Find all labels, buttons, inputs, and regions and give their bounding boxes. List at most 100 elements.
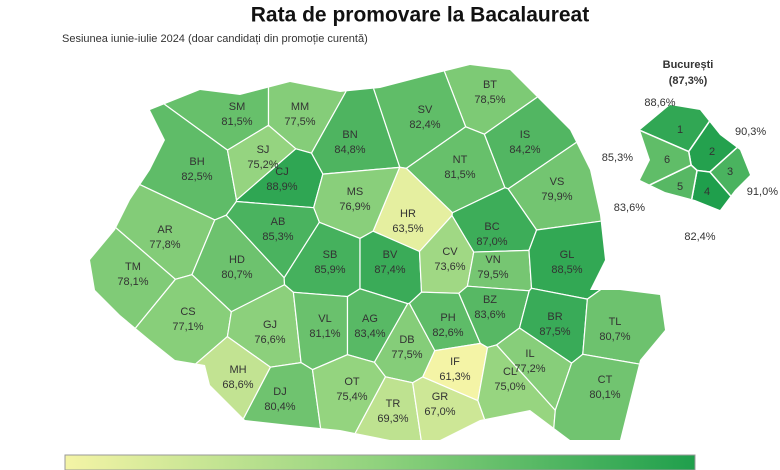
county-rate: 75,2% [247,159,278,171]
county-code: VN [485,254,500,266]
county-code: OT [344,376,360,388]
sector-number: 3 [727,166,733,178]
county-code: IS [520,129,530,141]
county-rate: 77,5% [284,116,315,128]
county-rate: 67,0% [424,406,455,418]
county-code: PH [440,312,455,324]
county-code: MM [291,101,309,113]
sector-number: 6 [664,154,670,166]
county [582,178,665,390]
county-code: SB [323,249,338,261]
bucharest-name: București [663,59,714,71]
county-code: IF [450,356,460,368]
county-code: DJ [273,386,286,398]
county-rate: 88,5% [551,264,582,276]
county-rate: 68,6% [222,379,253,391]
sector-rate: 88,6% [644,97,675,109]
county-code: BR [547,311,562,323]
sector-rate: 85,3% [602,152,633,164]
county-rate: 77,1% [172,321,203,333]
legend-bar [64,454,696,470]
county-code: BH [189,156,204,168]
county-rate: 73,6% [434,261,465,273]
bucharest-total: (87,3%) [669,75,708,87]
county-code: HR [400,208,416,220]
county-code: SV [418,104,433,116]
sector-number: 2 [709,146,715,158]
county-rate: 84,2% [509,144,540,156]
county-code: DB [399,334,414,346]
county-rate: 87,5% [539,326,570,338]
county-code: NT [453,154,468,166]
county-rate: 85,3% [262,231,293,243]
county-rate: 77,5% [391,349,422,361]
county-rate: 84,8% [334,144,365,156]
county-rate: 81,5% [444,169,475,181]
county-rate: 75,4% [336,391,367,403]
county-rate: 80,7% [221,269,252,281]
county-rate: 83,4% [354,328,385,340]
county-rate: 78,1% [117,276,148,288]
county-code: IL [525,348,534,360]
sector-number: 5 [677,181,683,193]
county-code: TL [609,316,622,328]
sector-number: 4 [704,186,710,198]
county-rate: 78,5% [474,94,505,106]
county-rate: 79,5% [477,269,508,281]
county-rate: 87,4% [374,264,405,276]
county-code: BC [484,221,499,233]
county-rate: 82,4% [409,119,440,131]
county-rate: 61,3% [439,371,470,383]
title: Rata de promovare la Bacalaureat [251,4,589,27]
county-code: GL [560,249,575,261]
sector-rate: 83,6% [614,202,645,214]
county-rate: 83,6% [474,309,505,321]
county-code: VL [318,313,331,325]
county-rate: 88,9% [266,181,297,193]
county-rate: 76,6% [254,334,285,346]
county-code: MH [229,364,246,376]
county-code: AB [271,216,286,228]
county-rate: 82,5% [181,171,212,183]
county-rate: 80,4% [264,401,295,413]
county-rate: 80,1% [589,389,620,401]
county-code: CT [598,374,613,386]
county-code: TM [125,261,141,273]
county-rate: 80,7% [599,331,630,343]
county-code: CV [442,246,458,258]
county-rate: 81,1% [309,328,340,340]
county-code: GJ [263,319,277,331]
sector-rate: 90,3% [735,126,766,138]
sector-rate: 91,0% [747,186,778,198]
county-code: MS [347,186,364,198]
county-code: CS [180,306,195,318]
county-rate: 77,8% [149,239,180,251]
county-code: AG [362,313,378,325]
county-rate: 81,5% [221,116,252,128]
county-code: VS [550,176,565,188]
county-rate: 77,2% [514,363,545,375]
county-rate: 87,0% [476,236,507,248]
county-code: SJ [257,144,270,156]
county [421,342,489,402]
county-code: BN [342,129,357,141]
subtitle: Sesiunea iunie-iulie 2024 (doar candidaț… [62,33,368,45]
county-code: AR [157,224,172,236]
labels: SM 81,5% MM 77,5% BT 78,5% SV 82,4% BH 82,5% SJ 75,… [117,79,778,425]
county-code: TR [386,398,401,410]
county-code: CL [503,366,517,378]
county-rate: 79,9% [541,191,572,203]
sector-rate: 82,4% [684,231,715,243]
county-rate: 82,6% [432,327,463,339]
county-rate: 69,3% [377,413,408,425]
county-code: BT [483,79,497,91]
county-code: GR [432,391,449,403]
county-code: HD [229,254,245,266]
county-rate: 76,9% [339,201,370,213]
county-rate: 75,0% [494,381,525,393]
county-rate: 63,5% [392,223,423,235]
county-rate: 85,9% [314,264,345,276]
county [549,353,665,440]
county-code: BZ [483,294,497,306]
